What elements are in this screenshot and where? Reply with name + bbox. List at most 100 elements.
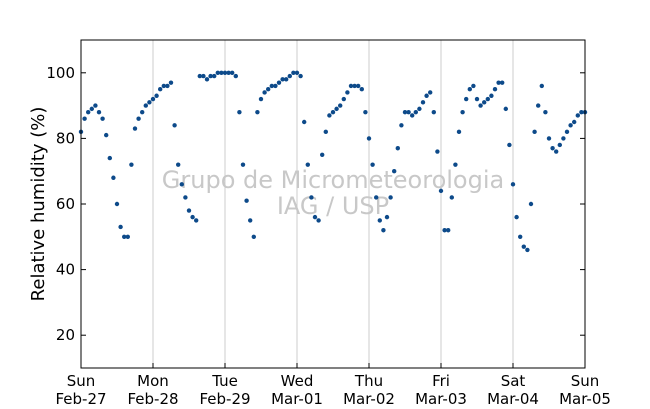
- y-tick-label: 100: [46, 64, 75, 82]
- data-point: [255, 109, 260, 115]
- data-point: [345, 90, 350, 95]
- data-point: [528, 201, 534, 207]
- data-point: [312, 214, 318, 220]
- data-point: [262, 90, 267, 95]
- data-point: [374, 195, 379, 200]
- data-point: [233, 73, 238, 79]
- data-point: [197, 73, 202, 79]
- data-point: [539, 83, 544, 89]
- x-tick-label-date: Mar-01: [271, 390, 323, 408]
- data-point: [402, 109, 408, 115]
- data-point: [438, 188, 444, 194]
- data-point: [377, 218, 382, 223]
- data-point: [417, 106, 422, 112]
- x-tick-label-date: Mar-05: [559, 390, 611, 408]
- data-point: [352, 83, 357, 89]
- data-point: [453, 162, 458, 167]
- data-point: [320, 152, 325, 157]
- data-point: [190, 214, 195, 220]
- data-point: [208, 73, 213, 79]
- data-point: [248, 218, 253, 223]
- data-point: [266, 87, 271, 92]
- data-point: [122, 234, 127, 239]
- data-point: [424, 93, 429, 98]
- data-point: [183, 195, 188, 200]
- data-point: [273, 83, 278, 89]
- data-point: [442, 228, 447, 233]
- data-point: [410, 113, 415, 118]
- data-point: [546, 136, 552, 141]
- data-point: [269, 83, 274, 89]
- watermark-line-1: Grupo de Micrometeorologia: [162, 166, 504, 194]
- data-point: [464, 96, 469, 102]
- data-points: [78, 70, 588, 253]
- data-point: [222, 70, 228, 76]
- data-point: [147, 100, 152, 105]
- data-point: [446, 228, 451, 233]
- data-point: [150, 96, 156, 102]
- data-point: [330, 109, 336, 115]
- data-point: [514, 214, 519, 220]
- data-point: [500, 80, 505, 85]
- data-point: [143, 103, 148, 108]
- data-point: [194, 218, 199, 223]
- data-point: [215, 70, 220, 76]
- data-point: [226, 70, 231, 76]
- data-point: [521, 244, 526, 249]
- x-tick-label-day: Thu: [354, 372, 383, 390]
- data-point: [366, 136, 372, 141]
- data-point: [392, 169, 397, 174]
- data-point: [327, 113, 332, 118]
- x-tick-label-day: Tue: [211, 372, 238, 390]
- data-point: [478, 103, 483, 108]
- data-point: [572, 119, 577, 125]
- data-point: [287, 73, 292, 79]
- data-point: [564, 129, 570, 135]
- data-point: [305, 162, 310, 167]
- data-point: [237, 109, 242, 115]
- data-point: [341, 96, 346, 102]
- data-point: [82, 116, 87, 121]
- data-point: [201, 73, 206, 79]
- data-point: [399, 123, 404, 128]
- data-point: [125, 234, 130, 239]
- x-tick-label-date: Feb-28: [127, 390, 178, 408]
- data-point: [186, 208, 192, 213]
- data-point: [323, 129, 328, 135]
- data-point: [359, 87, 364, 92]
- y-axis: 20 40 60 80 100: [46, 64, 585, 344]
- data-point: [579, 109, 584, 115]
- data-point: [536, 103, 541, 108]
- data-point: [406, 109, 411, 115]
- vertical-gridlines: [152, 40, 514, 368]
- watermark-line-2: IAG / USP: [277, 192, 389, 220]
- data-point: [449, 195, 454, 200]
- data-point: [136, 116, 141, 121]
- data-point: [176, 162, 181, 167]
- data-point: [114, 201, 120, 207]
- data-point: [370, 162, 375, 167]
- data-point: [554, 149, 559, 154]
- x-tick-label-day: Sun: [67, 372, 96, 390]
- data-point: [244, 198, 249, 203]
- data-point: [510, 182, 516, 187]
- data-point: [100, 116, 105, 121]
- data-point: [482, 100, 487, 105]
- data-point: [298, 73, 303, 79]
- data-point: [557, 142, 562, 148]
- data-point: [431, 109, 436, 115]
- data-point: [212, 73, 217, 79]
- y-tick-label: 20: [56, 326, 75, 344]
- data-point: [474, 96, 480, 102]
- x-tick-label-day: Mon: [137, 372, 169, 390]
- data-point: [140, 109, 145, 115]
- data-point: [395, 146, 400, 151]
- watermark: Grupo de Micrometeorologia IAG / USP: [162, 166, 504, 220]
- data-point: [302, 119, 307, 125]
- data-point: [118, 224, 123, 230]
- x-tick-label-date: Mar-03: [415, 390, 467, 408]
- y-tick-label: 60: [56, 195, 75, 213]
- data-point: [280, 77, 285, 82]
- data-point: [168, 80, 174, 85]
- data-point: [388, 195, 393, 200]
